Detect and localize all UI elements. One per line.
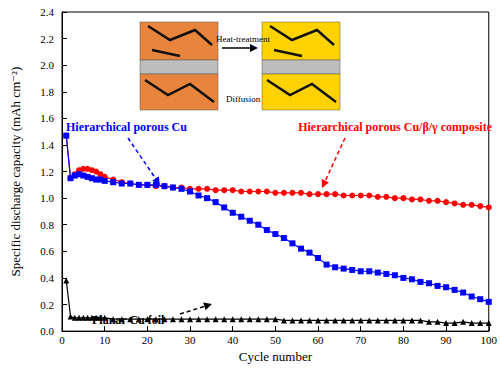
svg-text:50: 50 [270, 334, 282, 346]
svg-text:0.2: 0.2 [40, 299, 54, 311]
svg-text:30: 30 [185, 334, 197, 346]
svg-text:100: 100 [481, 334, 498, 346]
svg-text:2.4: 2.4 [40, 6, 54, 18]
svg-text:Specific discharge capacity (m: Specific discharge capacity (mAh cm⁻²) [8, 67, 23, 277]
svg-text:0: 0 [59, 334, 65, 346]
svg-text:1.6: 1.6 [40, 112, 54, 124]
svg-text:0.6: 0.6 [40, 245, 54, 257]
svg-text:Cycle number: Cycle number [239, 349, 313, 364]
svg-text:1.4: 1.4 [40, 139, 54, 151]
svg-text:2.0: 2.0 [40, 59, 54, 71]
svg-text:Hierarchical porous Cu: Hierarchical porous Cu [66, 120, 187, 134]
svg-text:2.2: 2.2 [40, 33, 54, 45]
svg-text:Diffusion: Diffusion [226, 94, 261, 104]
svg-text:60: 60 [313, 334, 325, 346]
svg-text:Heat-treatment: Heat-treatment [216, 34, 270, 44]
svg-text:1.0: 1.0 [40, 192, 54, 204]
svg-text:0.4: 0.4 [40, 272, 54, 284]
svg-text:1.2: 1.2 [40, 166, 54, 178]
svg-text:40: 40 [227, 334, 239, 346]
svg-text:Hierarchical porous Cu/β/γ com: Hierarchical porous Cu/β/γ composite [298, 120, 492, 134]
svg-text:1.8: 1.8 [40, 86, 54, 98]
svg-text:70: 70 [355, 334, 367, 346]
svg-text:0.8: 0.8 [40, 219, 54, 231]
svg-text:80: 80 [398, 334, 410, 346]
svg-text:0.0: 0.0 [40, 325, 54, 337]
svg-text:10: 10 [99, 334, 111, 346]
svg-text:20: 20 [142, 334, 154, 346]
svg-text:90: 90 [441, 334, 453, 346]
svg-text:Planar Cu foil: Planar Cu foil [92, 313, 165, 327]
